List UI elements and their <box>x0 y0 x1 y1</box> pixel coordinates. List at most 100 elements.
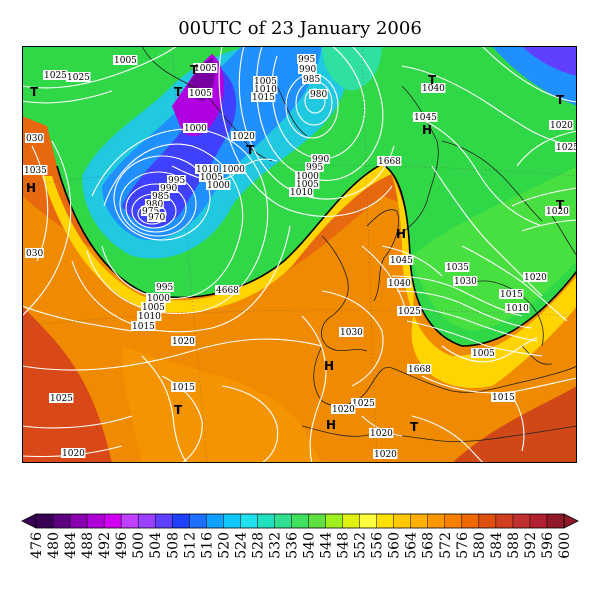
pressure-label: 1010 <box>195 164 220 175</box>
svg-text:995: 995 <box>168 176 185 186</box>
pressure-label: 1040 <box>387 278 412 289</box>
colorbar-tick-label: 512 <box>182 532 198 559</box>
pressure-label: 1040 <box>421 83 446 94</box>
colorbar-swatch <box>325 514 343 528</box>
pressure-labels: 1025 102510051005100510051010101510201000… <box>23 54 577 460</box>
colorbar-swatch <box>444 514 463 528</box>
svg-text:1668: 1668 <box>408 365 431 375</box>
colorbar-tick-label: 508 <box>165 532 181 559</box>
colorbar-tick-label: 560 <box>387 532 403 559</box>
pressure-label: 980 <box>309 89 328 100</box>
colorbar-tick-label: 600 <box>557 532 573 559</box>
colorbar-swatch <box>240 514 258 528</box>
colorbar-swatches <box>21 513 579 529</box>
map-frame <box>22 46 577 463</box>
colorbar-tick-label: 516 <box>199 532 215 559</box>
graticule <box>22 46 577 463</box>
high-pressure-label: H <box>324 359 334 373</box>
pressure-label: 1005 <box>141 302 166 313</box>
colorbar-swatch <box>291 514 309 528</box>
colorbar-tick-label: 592 <box>523 532 539 559</box>
svg-text:030: 030 <box>26 134 43 144</box>
svg-text:1025: 1025 <box>556 143 577 153</box>
colorbar-swatch <box>104 514 122 528</box>
colorbar-tick-label: 480 <box>46 532 62 559</box>
colorbar-swatch <box>393 514 412 528</box>
colorbar-swatch <box>478 514 497 528</box>
svg-text:1020: 1020 <box>232 132 255 142</box>
colorbar-tick-label: 596 <box>540 532 556 559</box>
low-pressure-label: T <box>428 73 437 87</box>
colorbar-swatch <box>70 514 88 528</box>
svg-text:990: 990 <box>299 65 316 75</box>
svg-text:1045: 1045 <box>390 256 413 266</box>
svg-text:995: 995 <box>156 283 173 293</box>
colorbar-swatch <box>223 514 241 528</box>
svg-text:1005: 1005 <box>189 89 212 99</box>
pressure-label: 1010 <box>137 311 162 322</box>
svg-text:1025: 1025 <box>352 399 375 409</box>
pressure-label: 1020 <box>171 336 196 347</box>
pressure-label: 990 <box>311 154 330 165</box>
svg-text:1000: 1000 <box>296 172 319 182</box>
svg-text:990: 990 <box>312 155 329 165</box>
colorbar-tick-label: 588 <box>506 532 522 559</box>
pressure-label: 1020 <box>61 448 86 459</box>
colorbar-tick-label: 540 <box>302 532 318 559</box>
svg-text:1020: 1020 <box>546 207 569 217</box>
colorbar-tick-label: 488 <box>80 532 96 559</box>
colorbar-swatch <box>189 514 207 528</box>
pressure-label: 1000 <box>206 180 231 191</box>
colorbar-tick-label: 556 <box>370 532 386 559</box>
colorbar-swatch <box>172 514 190 528</box>
colorbar-tick-label: 548 <box>336 532 352 559</box>
field-red-sw <box>22 306 112 463</box>
colorbar-tick-label: 544 <box>319 532 335 559</box>
svg-text:4668: 4668 <box>216 286 239 296</box>
svg-text:1668: 1668 <box>378 157 401 167</box>
field-red-se <box>452 386 577 463</box>
colorbar-swatch <box>529 514 548 528</box>
pressure-label: 1005 <box>199 172 224 183</box>
pressure-label: 1005 <box>193 63 218 74</box>
pressure-label: 1025 <box>66 72 91 83</box>
svg-text:1020: 1020 <box>524 273 547 283</box>
colorbar-swatch <box>410 514 429 528</box>
colorbar-tick-label: 572 <box>438 532 454 559</box>
map-title: 00UTC of 23 January 2006 <box>178 18 422 39</box>
pressure-label: 995 <box>155 282 174 293</box>
pressure-label: 1000 <box>295 171 320 182</box>
svg-text:970: 970 <box>148 213 165 223</box>
pressure-label: 1015 <box>131 321 156 332</box>
svg-text:1005: 1005 <box>254 77 277 87</box>
colorbar-swatch <box>53 514 71 528</box>
pressure-label: 1025 <box>49 393 74 404</box>
pressure-label: 1025 <box>351 398 376 409</box>
svg-text:1025: 1025 <box>50 394 73 404</box>
svg-text:980: 980 <box>146 200 163 210</box>
pressure-label: 030 <box>25 248 44 259</box>
pressure-label: 1000 <box>146 293 171 304</box>
pressure-label: 990 <box>159 183 178 194</box>
pressure-label: 990 <box>298 64 317 75</box>
pressure-label: 1005 <box>188 88 213 99</box>
svg-text:1020: 1020 <box>172 337 195 347</box>
colorbar-ticks: 476 480 484 488 492 496 500 504 508 512 516 520 524 5… <box>29 532 573 559</box>
pressure-label: 1020 <box>373 449 398 460</box>
svg-text:1010: 1010 <box>196 165 219 175</box>
svg-text:1010: 1010 <box>254 85 277 95</box>
pressure-label: 1025 <box>397 306 422 317</box>
low-pressure-label: T <box>556 198 565 212</box>
svg-text:1010: 1010 <box>290 188 313 198</box>
svg-text:1020: 1020 <box>550 121 573 131</box>
pressure-label: 1005 <box>113 55 138 66</box>
low-pressure-label: T <box>190 63 199 77</box>
low-pressure-label: T <box>410 420 419 434</box>
low-pressure-label: T <box>174 403 183 417</box>
svg-text:1025: 1025 <box>44 71 67 81</box>
pressure-label: 1005 <box>253 76 278 87</box>
colorbar-swatch <box>155 514 173 528</box>
colorbar-swatch <box>87 514 105 528</box>
svg-text:1000: 1000 <box>222 165 245 175</box>
svg-text:1015: 1015 <box>492 393 515 403</box>
